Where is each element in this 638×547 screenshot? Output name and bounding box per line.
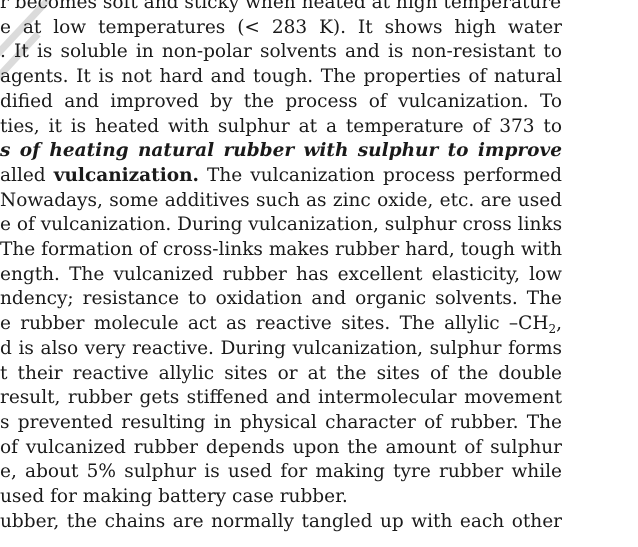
text-run: r becomes soft and sticky when heated at… bbox=[0, 0, 562, 13]
text-line: used for making battery case rubber. bbox=[0, 484, 562, 509]
text-line: ties, it is heated with sulphur at a tem… bbox=[0, 114, 562, 139]
text-line: d is also very reactive. During vulcaniz… bbox=[0, 336, 562, 361]
text-run: ubber, the chains are normally tangled u… bbox=[0, 510, 562, 532]
text-line: of vulcanized rubber depends upon the am… bbox=[0, 435, 562, 460]
text-run: 2 bbox=[548, 322, 557, 337]
text-run: result, rubber gets stiffened and interm… bbox=[0, 387, 562, 409]
text-run: e, about 5% sulphur is used for making t… bbox=[0, 461, 562, 483]
text-line: s prevented resulting in physical charac… bbox=[0, 410, 562, 435]
text-run: of vulcanized rubber depends upon the am… bbox=[0, 436, 562, 458]
text-run: The vulcanization process performed bbox=[198, 164, 562, 186]
text-line: agents. It is not hard and tough. The pr… bbox=[0, 64, 562, 89]
text-run: ndency; resistance to oxidation and orga… bbox=[0, 288, 562, 310]
text-line: Nowadays, some additives such as zinc ox… bbox=[0, 188, 562, 213]
text-line: result, rubber gets stiffened and interm… bbox=[0, 385, 562, 410]
text-run: Nowadays, some additives such as zinc ox… bbox=[0, 189, 562, 211]
text-line: r becomes soft and sticky when heated at… bbox=[0, 0, 562, 15]
text-line: s of heating natural rubber with sulphur… bbox=[0, 138, 562, 163]
text-run: s of heating natural rubber with sulphur… bbox=[0, 140, 562, 162]
text-line: ndency; resistance to oxidation and orga… bbox=[0, 286, 562, 311]
text-line: alled vulcanization. The vulcanization p… bbox=[0, 163, 562, 188]
text-run: e rubber molecule act as reactive sites.… bbox=[0, 313, 549, 335]
text-line: e, about 5% sulphur is used for making t… bbox=[0, 459, 562, 484]
text-run: The formation of cross-links makes rubbe… bbox=[0, 239, 562, 260]
text-run: d is also very reactive. During vulcaniz… bbox=[0, 337, 562, 359]
text-line: dified and improved by the process of vu… bbox=[0, 89, 562, 114]
text-line: e at low temperatures (< 283 K). It show… bbox=[0, 15, 562, 40]
text-line: . It is soluble in non-polar solvents an… bbox=[0, 39, 562, 64]
text-line: ubber, the chains are normally tangled u… bbox=[0, 509, 562, 534]
text-run: e at low temperatures (< 283 K). It show… bbox=[0, 16, 562, 38]
text-run: agents. It is not hard and tough. The pr… bbox=[0, 66, 562, 88]
text-run: s prevented resulting in physical charac… bbox=[0, 411, 562, 433]
text-line: e rubber molecule act as reactive sites.… bbox=[0, 311, 562, 336]
text-run: e of vulcanization. During vulcanization… bbox=[0, 214, 562, 236]
text-run: ength. The vulcanized rubber has excelle… bbox=[0, 263, 562, 285]
text-run: alled bbox=[0, 164, 54, 186]
text-line: The formation of cross-links makes rubbe… bbox=[0, 237, 562, 262]
text-line: e of vulcanization. During vulcanization… bbox=[0, 212, 562, 237]
text-run: dified and improved by the process of vu… bbox=[0, 90, 562, 112]
text-run: , bbox=[556, 313, 562, 335]
text-run: used for making battery case rubber. bbox=[0, 486, 348, 507]
text-run: ties, it is heated with sulphur at a tem… bbox=[0, 115, 562, 137]
text-run: . It is soluble in non-polar solvents an… bbox=[0, 41, 562, 63]
text-line bbox=[0, 533, 562, 547]
text-line: t their reactive allylic sites or at the… bbox=[0, 361, 562, 386]
text-run: t their reactive allylic sites or at the… bbox=[0, 362, 562, 384]
text-run: vulcanization. bbox=[53, 164, 199, 186]
text-line: ength. The vulcanized rubber has excelle… bbox=[0, 262, 562, 287]
